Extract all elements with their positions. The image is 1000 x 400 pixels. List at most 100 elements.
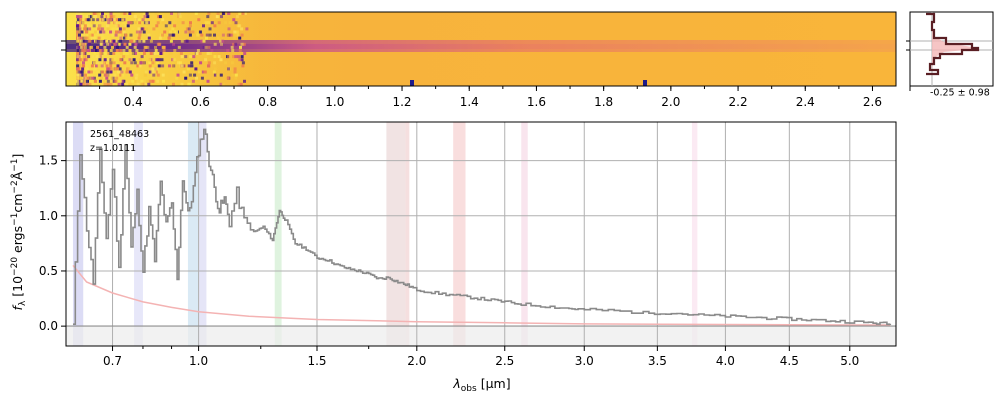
noise-cell — [88, 82, 92, 86]
noise-cell — [93, 67, 97, 71]
noise-cell — [109, 39, 113, 43]
noise-cell — [80, 45, 84, 49]
emission-band — [691, 122, 698, 346]
noise-cell — [91, 24, 94, 28]
emission-band — [274, 122, 282, 346]
noise-cell — [96, 61, 100, 65]
noise-cell — [207, 12, 211, 15]
noise-cell — [80, 52, 84, 55]
noise-cell — [133, 61, 137, 65]
noise-cell — [134, 42, 138, 46]
emission-band — [453, 122, 466, 346]
noise-cell — [114, 39, 118, 43]
noise-cell — [97, 15, 100, 19]
noise-cell — [83, 27, 87, 31]
noise-cell — [128, 58, 132, 62]
noise-cell — [118, 67, 122, 71]
noise-cell — [142, 61, 146, 65]
noise-cell — [83, 42, 87, 46]
noise-cell — [109, 30, 112, 34]
noise-cell — [82, 82, 86, 86]
noise-cell — [161, 18, 165, 22]
noise-cell — [243, 12, 247, 15]
noise-cell — [78, 73, 82, 77]
noise-cell — [105, 39, 109, 43]
noise-cell — [122, 49, 126, 52]
noise-cell — [151, 61, 155, 65]
noise-cell — [135, 49, 139, 52]
noise-cell — [91, 18, 95, 22]
noise-cell — [95, 64, 98, 68]
noise-cell — [227, 55, 231, 59]
noise-cell — [207, 36, 210, 40]
noise-cell — [178, 61, 182, 65]
noise-cell — [138, 33, 142, 37]
noise-cell — [93, 79, 97, 83]
noise-cell — [168, 64, 171, 68]
noise-cell — [90, 12, 94, 15]
noise-cell — [233, 30, 237, 34]
noise-cell — [80, 30, 84, 34]
noise-cell — [119, 58, 123, 62]
noise-cell — [114, 33, 118, 37]
noise-cell — [130, 73, 134, 77]
noise-cell — [146, 79, 150, 83]
noise-cell — [119, 39, 123, 43]
noise-cell — [220, 15, 223, 19]
noise-cell — [184, 30, 188, 34]
top-x-tick-label: 1.2 — [392, 95, 411, 109]
noise-cell — [102, 15, 106, 19]
noise-cell — [130, 39, 134, 43]
noise-cell — [85, 30, 89, 34]
noise-cell — [84, 58, 88, 62]
noise-cell — [213, 42, 217, 46]
noise-cell — [233, 67, 237, 71]
noise-cell — [194, 61, 198, 65]
noise-cell — [226, 76, 230, 80]
noise-cell — [84, 73, 87, 77]
noise-cell — [76, 49, 80, 52]
noise-cell — [102, 79, 106, 83]
redshift-label: z=1.0111 — [90, 143, 136, 154]
noise-cell — [242, 42, 246, 46]
noise-cell — [232, 55, 235, 59]
noise-cell — [92, 58, 96, 62]
noise-cell — [146, 21, 150, 25]
noise-cell — [169, 30, 172, 34]
x-tick-label: 3.5 — [648, 354, 667, 368]
noise-cell — [89, 70, 93, 74]
noise-cell — [154, 70, 158, 74]
noise-cell — [161, 73, 165, 77]
noise-cell — [76, 42, 79, 46]
noise-cell — [143, 73, 147, 77]
noise-cell — [109, 67, 113, 71]
noise-cell — [87, 24, 91, 28]
noise-cell — [240, 27, 244, 31]
noise-cell — [117, 82, 121, 86]
noise-cell — [87, 70, 91, 74]
noise-cell — [125, 82, 128, 86]
2d-spectrum-panel: 0.4 0.6 0.8 1.0 1.2 1.4 1.6 1.8 2.0 2.2 2.4 2.6 — [61, 11, 897, 109]
noise-cell — [146, 15, 150, 19]
x-tick-label: 2.0 — [407, 354, 426, 368]
noise-cell — [123, 12, 127, 15]
noise-cell — [146, 45, 150, 49]
noise-cell — [100, 64, 104, 68]
noise-cell — [135, 73, 139, 77]
noise-cell — [96, 70, 100, 74]
noise-cell — [137, 36, 141, 40]
noise-cell — [178, 15, 182, 19]
noise-cell — [133, 79, 137, 83]
negative-flux-shade — [66, 326, 896, 346]
noise-cell — [219, 58, 223, 62]
noise-cell — [121, 73, 125, 77]
noise-cell — [109, 49, 113, 52]
noise-cell — [106, 58, 110, 62]
noise-cell — [78, 76, 82, 80]
noise-cell — [99, 39, 103, 43]
noise-cell — [96, 12, 100, 15]
noise-cell — [76, 52, 80, 55]
x-tick-label: 4.0 — [716, 354, 735, 368]
noise-cell — [187, 64, 191, 68]
noise-cell — [178, 12, 182, 15]
